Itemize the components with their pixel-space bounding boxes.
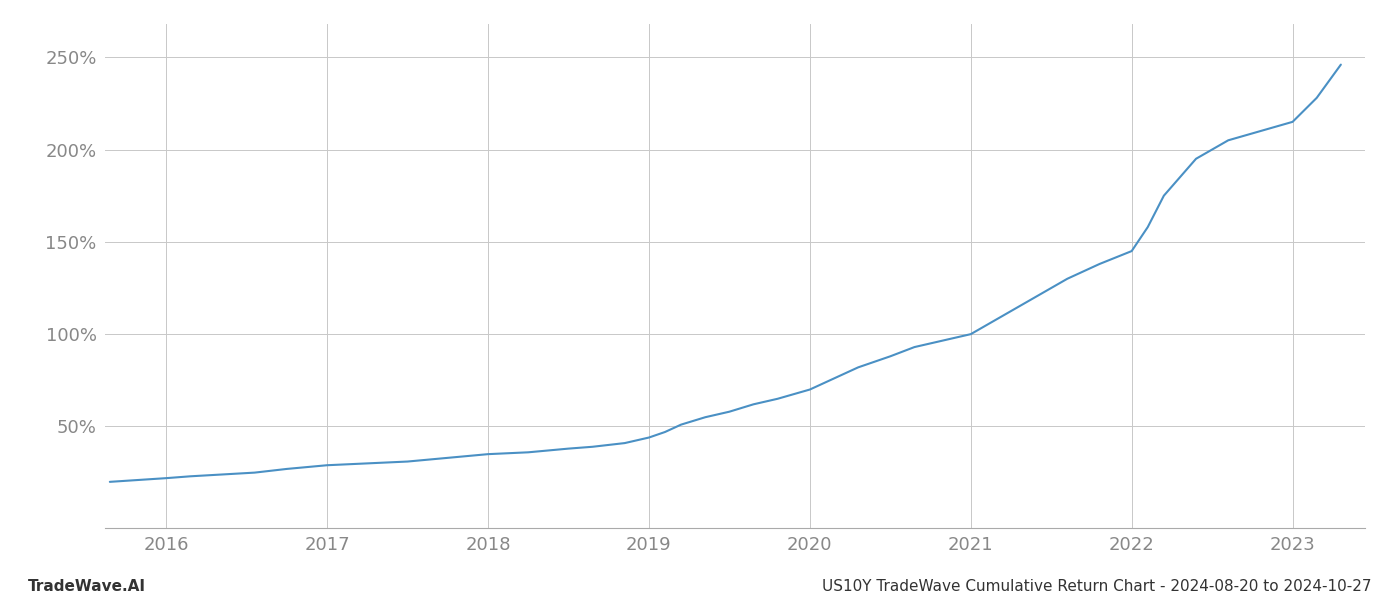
Text: US10Y TradeWave Cumulative Return Chart - 2024-08-20 to 2024-10-27: US10Y TradeWave Cumulative Return Chart … <box>823 579 1372 594</box>
Text: TradeWave.AI: TradeWave.AI <box>28 579 146 594</box>
